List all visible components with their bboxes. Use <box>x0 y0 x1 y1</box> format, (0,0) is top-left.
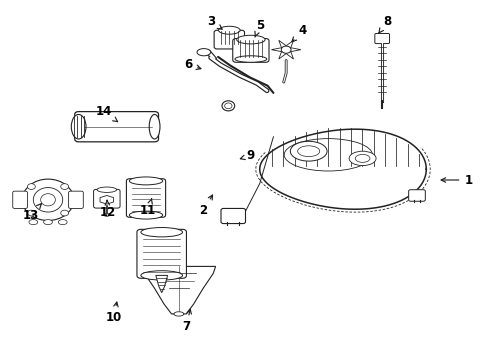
Ellipse shape <box>141 228 182 237</box>
Polygon shape <box>286 40 294 50</box>
Polygon shape <box>260 129 426 209</box>
Ellipse shape <box>29 220 38 225</box>
FancyBboxPatch shape <box>221 208 245 224</box>
Ellipse shape <box>237 35 265 44</box>
Polygon shape <box>271 48 286 51</box>
Polygon shape <box>156 275 168 293</box>
Text: 10: 10 <box>105 302 122 324</box>
Polygon shape <box>100 195 114 204</box>
FancyBboxPatch shape <box>137 229 187 278</box>
Text: 4: 4 <box>292 24 307 42</box>
FancyBboxPatch shape <box>13 191 27 208</box>
FancyBboxPatch shape <box>94 189 120 208</box>
Ellipse shape <box>61 184 69 189</box>
Ellipse shape <box>72 114 86 139</box>
FancyBboxPatch shape <box>69 191 83 208</box>
Ellipse shape <box>290 141 327 161</box>
Ellipse shape <box>58 220 67 225</box>
FancyBboxPatch shape <box>233 39 269 62</box>
Polygon shape <box>279 40 286 50</box>
Text: 12: 12 <box>99 200 116 219</box>
Text: 11: 11 <box>140 199 156 217</box>
Text: 6: 6 <box>184 58 201 71</box>
Polygon shape <box>286 48 301 51</box>
FancyBboxPatch shape <box>375 33 390 44</box>
Ellipse shape <box>129 211 163 219</box>
Ellipse shape <box>97 187 117 192</box>
Text: 1: 1 <box>441 174 472 186</box>
FancyBboxPatch shape <box>214 30 245 49</box>
Text: 7: 7 <box>182 309 192 333</box>
Ellipse shape <box>174 312 184 316</box>
Ellipse shape <box>27 184 35 189</box>
Polygon shape <box>286 50 294 59</box>
Text: 13: 13 <box>22 204 42 222</box>
Ellipse shape <box>61 210 69 216</box>
Ellipse shape <box>349 151 376 166</box>
Text: 2: 2 <box>199 195 213 217</box>
Ellipse shape <box>23 179 74 220</box>
Ellipse shape <box>149 114 160 139</box>
Text: 3: 3 <box>208 15 222 29</box>
FancyBboxPatch shape <box>126 179 166 217</box>
Text: 5: 5 <box>255 19 264 37</box>
Ellipse shape <box>104 213 110 216</box>
Ellipse shape <box>27 210 35 216</box>
Polygon shape <box>198 50 217 60</box>
FancyBboxPatch shape <box>409 190 425 201</box>
Polygon shape <box>142 266 216 314</box>
Ellipse shape <box>141 271 182 280</box>
FancyBboxPatch shape <box>74 112 158 142</box>
Ellipse shape <box>44 220 52 225</box>
Text: 14: 14 <box>96 105 118 122</box>
Ellipse shape <box>219 26 240 34</box>
Ellipse shape <box>33 188 63 212</box>
Ellipse shape <box>197 49 211 56</box>
Ellipse shape <box>235 56 267 62</box>
Polygon shape <box>279 50 286 59</box>
Ellipse shape <box>222 101 235 111</box>
Text: 9: 9 <box>241 149 255 162</box>
Ellipse shape <box>281 46 291 53</box>
Text: 8: 8 <box>379 15 391 33</box>
Ellipse shape <box>129 177 163 185</box>
